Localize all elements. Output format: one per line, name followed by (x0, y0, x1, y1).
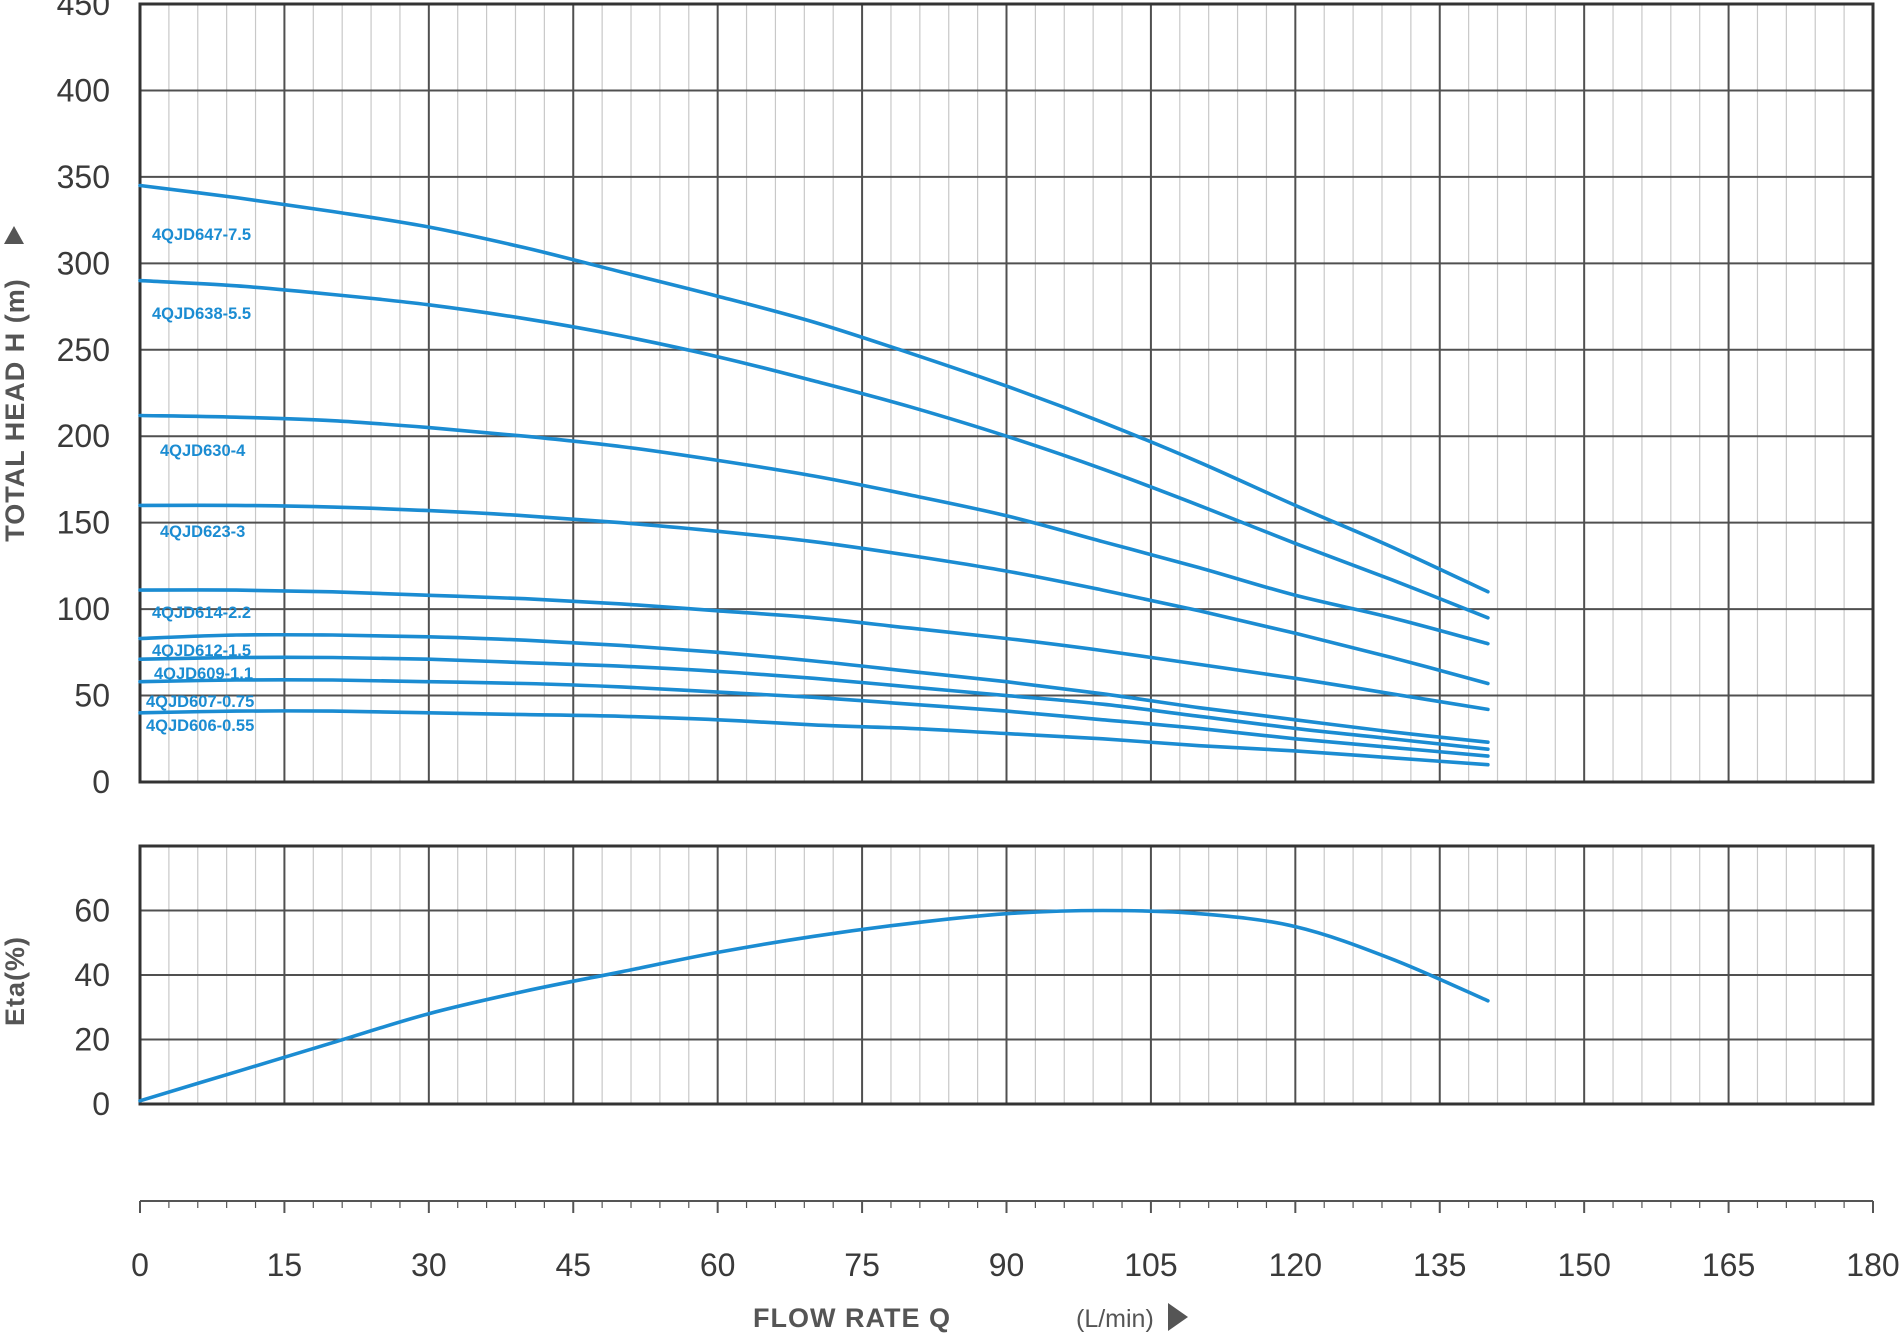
y-axis-title-head: TOTAL HEAD H (m) (0, 278, 30, 542)
x-tick-label: 60 (700, 1247, 736, 1283)
curve-label: 4QJD630-4 (160, 442, 246, 460)
x-axis-title: FLOW RATE Q (753, 1303, 951, 1333)
efficiency-chart-panel: 0 20 40 60 (74, 844, 1875, 1122)
curve-label: 4QJD606-0.55 (146, 717, 254, 735)
head-curve (138, 632, 1490, 744)
y-tick-label: 250 (57, 332, 110, 368)
curve-label: 4QJD612-1.5 (152, 642, 251, 660)
y-tick-label: 0 (92, 1086, 110, 1122)
head-curve (138, 677, 1490, 758)
head-curve (138, 278, 1490, 620)
x-tick-label: 135 (1413, 1247, 1466, 1283)
y-tick-label: 200 (57, 418, 110, 454)
plot-frame (138, 2, 1875, 784)
x-tick-label: 90 (989, 1247, 1025, 1283)
x-tick-label: 75 (844, 1247, 880, 1283)
head-curve (138, 709, 1490, 767)
y-tick-label: 100 (57, 591, 110, 627)
curve-label: 4QJD607-0.75 (146, 693, 254, 711)
x-tick-label: 45 (555, 1247, 591, 1283)
plot-frame (138, 844, 1875, 1106)
x-tick-label: 30 (411, 1247, 447, 1283)
x-tick-label: 165 (1702, 1247, 1755, 1283)
y-tick-label: 40 (74, 957, 110, 993)
curve-label: 4QJD638-5.5 (152, 305, 251, 323)
y-tick-label: 50 (74, 678, 110, 714)
head-curve (138, 413, 1490, 646)
y-tick-label: 20 (74, 1022, 110, 1058)
x-tick-label: 150 (1557, 1247, 1610, 1283)
head-chart-panel: 0 50 100 150 200 250 300 350 400 450 4QJD647-7.5 4Q… (57, 0, 1875, 800)
x-axis-unit: (L/min) (1076, 1305, 1154, 1333)
curve-label: 4QJD614-2.2 (152, 604, 251, 622)
x-tick-label: 105 (1124, 1247, 1177, 1283)
y-tick-label: 400 (57, 72, 110, 108)
head-curve (138, 655, 1490, 751)
x-tick-label: 120 (1269, 1247, 1322, 1283)
efficiency-curve (138, 908, 1490, 1103)
y-tick-label: 0 (92, 764, 110, 800)
y-tick-label: 350 (57, 159, 110, 195)
curve-label: 4QJD623-3 (160, 523, 245, 541)
x-axis-arrow-icon (1168, 1303, 1188, 1331)
flow-rate-axis: 0 15 30 45 60 75 90 105 120 135 150 165 180 (131, 1200, 1900, 1283)
y-tick-label: 450 (57, 0, 110, 22)
head-curve (138, 503, 1490, 686)
y-axis-title-eta: Eta(%) (0, 936, 30, 1026)
x-tick-label: 180 (1846, 1247, 1899, 1283)
head-curve (138, 588, 1490, 712)
head-curve (138, 183, 1490, 594)
curve-label: 4QJD647-7.5 (152, 226, 251, 244)
x-tick-label: 15 (267, 1247, 303, 1283)
x-tick-label: 0 (131, 1247, 149, 1283)
y-axis-arrow-icon (4, 226, 24, 244)
y-tick-label: 60 (74, 893, 110, 929)
y-tick-label: 150 (57, 505, 110, 541)
y-tick-label: 300 (57, 245, 110, 281)
